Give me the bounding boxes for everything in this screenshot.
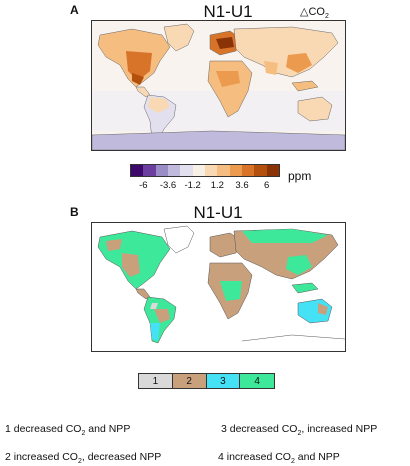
colorbar-swatch [254, 165, 268, 176]
colorbar-swatch [266, 165, 280, 176]
colorbar-swatch [131, 165, 144, 176]
colorbar-swatch [192, 165, 206, 176]
colorbar-tick-label: 6 [264, 180, 270, 191]
colorbar-swatch [180, 165, 194, 176]
colorbar-swatch [217, 165, 231, 176]
legend-item-1: 1 decreased CO2 and NPP [5, 423, 131, 438]
category-map [91, 222, 346, 352]
panel-b-letter: B [70, 205, 79, 219]
category-swatch: 2 [172, 374, 207, 388]
legend-item-4: 4 increased CO2 and NPP [218, 451, 340, 466]
panel-a-title: N1-U1 [203, 2, 253, 21]
colorbar-tick-label: 1.2 [210, 180, 224, 191]
delta-co2-label: △CO2 [300, 6, 329, 21]
colorbar-swatch [205, 165, 218, 176]
panel-a-letter: A [70, 3, 79, 17]
colorbar-swatch [168, 165, 181, 176]
category-swatch: 3 [206, 374, 241, 388]
category-swatch: 4 [240, 374, 274, 388]
colorbar-swatch [155, 165, 169, 176]
category-swatch: 1 [139, 374, 173, 388]
legend-item-3: 3 decreased CO2, increased NPP [221, 423, 378, 438]
colorbar-tick-label: -6 [139, 180, 148, 191]
co2-anomaly-map [91, 20, 346, 151]
co2-colorbar [130, 164, 280, 177]
panel-b-title: N1-U1 [193, 203, 243, 222]
colorbar-tick-label: 3.6 [235, 180, 249, 191]
colorbar-swatch [242, 165, 255, 176]
legend-item-2: 2 increased CO2, decreased NPP [5, 451, 162, 466]
colorbar-swatch [143, 165, 157, 176]
colorbar-tick-label: -1.2 [184, 180, 201, 191]
colorbar-unit: ppm [288, 169, 312, 183]
co2-colorbar-ticks: -6 -3.6 -1.2 1.2 3.6 6 [130, 180, 280, 192]
colorbar-swatch [229, 165, 243, 176]
colorbar-tick-label: -3.6 [159, 180, 177, 191]
